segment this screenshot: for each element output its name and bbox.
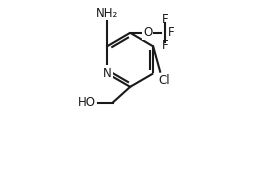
Text: F: F — [162, 13, 169, 26]
Text: Cl: Cl — [159, 74, 170, 87]
Text: HO: HO — [78, 96, 96, 109]
Text: N: N — [103, 67, 111, 80]
Text: F: F — [162, 39, 169, 52]
Text: NH₂: NH₂ — [96, 7, 118, 20]
Text: O: O — [143, 26, 152, 39]
Text: F: F — [168, 26, 175, 39]
